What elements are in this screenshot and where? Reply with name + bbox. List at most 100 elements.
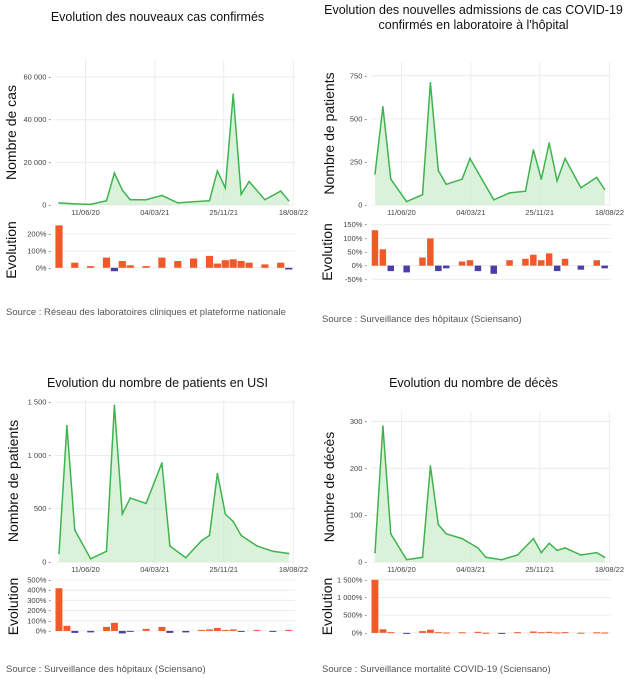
data-point: [405, 558, 408, 561]
evolution-bar: [285, 267, 293, 270]
evolution-bar: [261, 264, 269, 268]
data-point: [105, 199, 108, 202]
evo-tick-label: 0% -: [36, 626, 52, 635]
evolution-bar: [213, 263, 221, 268]
evo-axis-label: Evolution: [5, 578, 21, 636]
chart-new-cases: 0 - 20 000 - 40 000 - 60 000 - 11/06/20 04/03…: [3, 60, 308, 279]
data-point: [89, 203, 92, 206]
data-point: [500, 558, 503, 561]
data-point: [58, 202, 60, 204]
data-point: [461, 178, 463, 180]
source-text: Source : Surveillance des hôpitaux (Scie…: [6, 664, 206, 675]
x-tick-label: 25/11/21: [209, 565, 238, 574]
data-point: [429, 465, 432, 467]
data-point: [461, 537, 463, 540]
source-text: Source : Surveillance mortalité COVID-19…: [322, 664, 551, 675]
evo-tick-label: 1 500% -: [337, 575, 368, 584]
y-tick-label: 1 000 -: [28, 451, 52, 460]
y-tick-label: 750 -: [350, 71, 368, 80]
evo-tick-label: 150% -: [343, 220, 367, 229]
panel-deaths: Evolution du nombre de décès 0 - 100 - 200…: [316, 340, 631, 679]
x-tick-label: 18/08/22: [279, 208, 308, 217]
data-point: [445, 183, 448, 186]
data-point: [279, 190, 282, 192]
evolution-bar: [237, 630, 245, 632]
data-point: [532, 149, 535, 151]
evolution-bar: [55, 225, 63, 268]
data-point: [508, 192, 511, 194]
evo-tick-label: 100% -: [343, 234, 367, 243]
data-point: [390, 178, 392, 180]
evo-tick-label: 0% -: [36, 263, 52, 272]
panel-hospital-admissions: Evolution des nouvelles admissions de ca…: [316, 0, 631, 339]
evolution-bar: [577, 265, 585, 270]
evolution-bar: [158, 626, 166, 631]
evolution-bar: [458, 261, 466, 266]
data-point: [524, 190, 527, 193]
data-point: [421, 193, 424, 196]
data-point: [129, 497, 132, 499]
data-point: [548, 542, 551, 545]
evo-tick-label: 100% -: [27, 616, 51, 625]
data-point: [74, 203, 76, 205]
evo-tick-label: 100% -: [27, 246, 51, 255]
x-tick-label: 25/11/21: [525, 565, 554, 574]
y-tick-label: 60 000 -: [23, 73, 51, 82]
x-tick-label: 04/03/21: [456, 208, 485, 217]
x-tick-label: 04/03/21: [140, 565, 169, 574]
y-tick-label: 200 -: [350, 464, 368, 473]
data-point: [113, 172, 116, 174]
series-line: [58, 94, 290, 206]
evolution-bar: [205, 255, 214, 268]
x-tick-label: 18/08/22: [595, 565, 624, 574]
evolution-bar: [102, 257, 111, 268]
data-point: [58, 552, 60, 555]
evo-axis-label: Evolution: [319, 223, 335, 281]
data-point: [374, 551, 376, 554]
y-tick-label: 40 000 -: [23, 115, 51, 124]
evolution-bar: [498, 632, 506, 634]
data-point: [89, 558, 92, 560]
evolution-bar: [577, 632, 585, 634]
evolution-bar: [213, 627, 221, 631]
evolution-bar: [442, 632, 450, 634]
evolution-bar: [71, 630, 79, 633]
x-tick-label: 11/06/20: [387, 208, 416, 217]
evolution-bar: [126, 630, 134, 632]
source-text: Source : Réseau des laboratoires cliniqu…: [6, 307, 286, 318]
evolution-bar: [87, 630, 95, 633]
data-point: [532, 537, 535, 540]
series-line: [374, 82, 606, 203]
y-axis-label: Nombre de décès: [321, 432, 337, 543]
evo-tick-label: 200% -: [27, 606, 51, 615]
evolution-bar: [371, 230, 379, 266]
x-tick-label: 11/06/20: [71, 208, 100, 217]
y-tick-label: 0 -: [42, 201, 51, 210]
evolution-bar: [435, 265, 442, 272]
chart-title: Evolution des nouvelles admissions de ca…: [324, 3, 623, 32]
evolution-bar: [443, 265, 450, 269]
evolution-bar: [118, 261, 126, 268]
evolution-bar: [229, 259, 237, 268]
evolution-bar: [55, 588, 63, 631]
data-point: [66, 424, 68, 427]
data-point: [469, 157, 471, 160]
data-point: [208, 199, 211, 202]
source-text: Source : Surveillance des hôpitaux (Scie…: [322, 314, 522, 325]
panel-new-cases: Evolution des nouveaux cas confirmés 0 -…: [0, 0, 315, 339]
evolution-bar: [126, 265, 134, 268]
evolution-bar: [221, 260, 229, 268]
evolution-bar: [174, 261, 182, 268]
evolution-bar: [221, 629, 229, 631]
data-point: [287, 552, 290, 555]
evolution-bar: [142, 628, 150, 631]
data-point: [390, 533, 392, 535]
evolution-bar: [110, 267, 118, 272]
y-axis-label: Nombre de cas: [3, 85, 19, 180]
y-tick-label: 500 -: [34, 504, 52, 513]
evolution-bar: [403, 632, 411, 634]
evolution-bar: [561, 632, 569, 634]
data-point: [161, 462, 163, 464]
y-axis-label: Nombre de patients: [321, 72, 337, 194]
evolution-bar: [530, 254, 537, 266]
